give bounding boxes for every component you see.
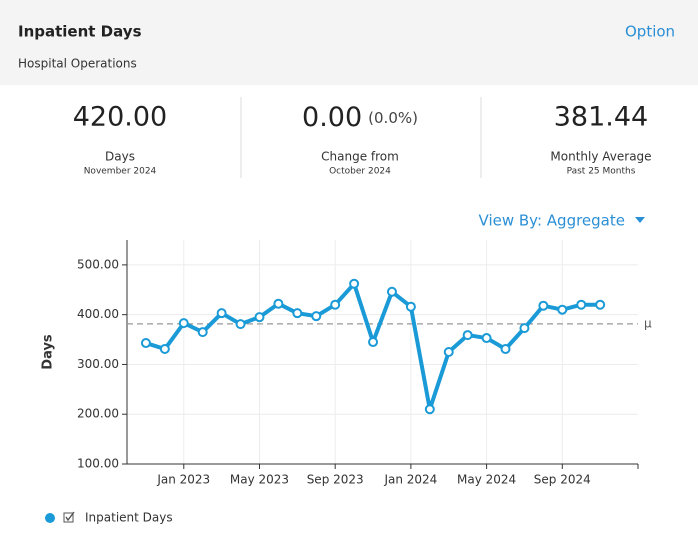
data-point	[216, 308, 227, 319]
legend-label[interactable]: Inpatient Days	[85, 511, 173, 525]
data-point	[595, 299, 606, 310]
legend-dot[interactable]	[45, 513, 55, 523]
data-point	[519, 323, 530, 334]
kpi-sub: Past 25 Months	[567, 167, 636, 177]
data-point	[500, 344, 511, 355]
kpi-value: 381.44	[554, 102, 648, 133]
data-point	[557, 304, 568, 315]
options-link[interactable]: Option	[625, 23, 675, 41]
view-by[interactable]: View By: Aggregate	[479, 212, 625, 230]
data-point	[481, 333, 492, 344]
kpi-number: 0.00	[302, 102, 362, 133]
y-tick-label: 300.00	[77, 357, 119, 371]
data-point	[443, 347, 454, 357]
dropdown-arrow[interactable]	[635, 217, 645, 223]
title: Inpatient Days	[18, 23, 142, 41]
data-point	[349, 278, 360, 289]
x-tick-label: Jan 2023	[156, 473, 210, 487]
kpi-value: 0.00 (0.0%)	[302, 102, 418, 133]
legend-checkbox[interactable]	[63, 512, 74, 523]
data-point	[386, 286, 397, 297]
checkmark	[65, 511, 75, 522]
kpi-value: 420.00	[73, 102, 167, 133]
y-tick-label: 200.00	[77, 407, 119, 421]
data-point	[538, 300, 549, 311]
kpi-sub: November 2024	[84, 167, 157, 177]
data-point	[235, 319, 246, 330]
kpi-label: Monthly Average	[550, 150, 651, 164]
y-axis-label: Days	[41, 334, 56, 370]
y-tick-label: 100.00	[77, 457, 119, 471]
data-point	[178, 318, 189, 329]
data-point	[405, 301, 416, 312]
data-point	[311, 311, 322, 322]
kpi-label: Change from	[321, 150, 399, 164]
kpi-extra: (0.0%)	[368, 109, 418, 127]
data-point	[462, 330, 473, 341]
data-point	[197, 327, 208, 338]
x-tick-label: Sep 2024	[534, 473, 591, 487]
data-point	[292, 308, 303, 319]
header-bg	[0, 0, 698, 85]
y-tick-label: 400.00	[77, 307, 119, 321]
data-point	[273, 298, 284, 309]
kpi-sub: October 2024	[329, 167, 391, 177]
x-tick-label: May 2024	[457, 473, 516, 487]
data-point	[159, 344, 170, 355]
data-point	[576, 299, 587, 310]
average-label: μ	[644, 316, 652, 330]
data-point	[424, 404, 435, 415]
x-tick-label: May 2023	[230, 473, 289, 487]
data-point	[140, 338, 151, 349]
x-tick-label: Sep 2023	[307, 473, 364, 487]
data-point	[254, 312, 265, 323]
x-tick-label: Jan 2024	[383, 473, 437, 487]
plot: 100.00 200.00 300.00 400.00 500.00 Jan 2023 Ma…	[77, 240, 652, 487]
data-point	[330, 299, 341, 310]
subtitle: Hospital Operations	[18, 57, 137, 71]
data-point	[368, 337, 379, 348]
kpi-label: Days	[105, 150, 135, 164]
y-tick-label: 500.00	[77, 257, 119, 271]
